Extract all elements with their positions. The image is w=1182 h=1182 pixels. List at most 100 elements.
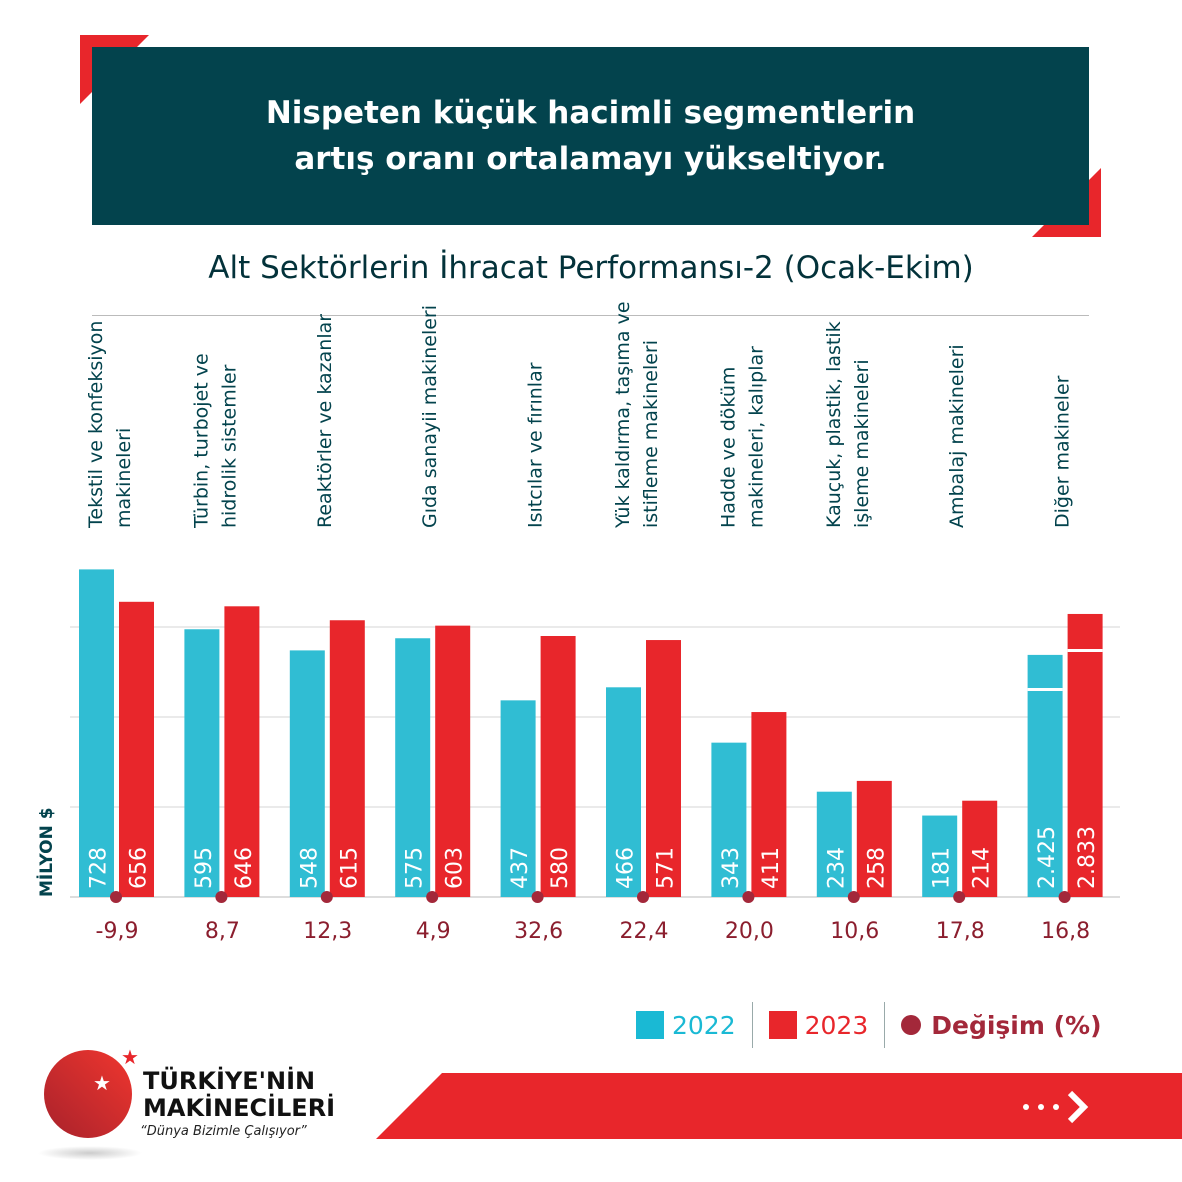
bar-2023 (646, 640, 681, 897)
logo-line2: MAKİNECİLERİ (143, 1094, 336, 1122)
axis-break (1027, 688, 1063, 691)
axis-break (1067, 649, 1103, 652)
bar-2023 (329, 620, 365, 897)
bar-2023 (856, 780, 892, 897)
change-dot (320, 891, 333, 903)
change-dot (110, 891, 122, 903)
bar-2022 (79, 569, 114, 897)
change-dot (637, 891, 649, 903)
bar-value-label: 571 (654, 847, 679, 889)
star-icon: ★ (121, 1045, 139, 1069)
bar-value-label: 615 (337, 847, 362, 889)
bar-2023 (962, 800, 998, 897)
category-label: makineleri, kalıplar (745, 346, 767, 528)
category-label: istifleme makineleri (640, 340, 662, 528)
category-label: Gıda sanayii makineleri (419, 305, 441, 528)
legend-separator (751, 1002, 753, 1048)
header-banner: Nispeten küçük hacimli segmentlerin artı… (92, 47, 1089, 225)
bar-value-label: 595 (192, 847, 217, 889)
logo-emblem: ★ ★ (38, 1045, 142, 1160)
change-label: 22,4 (620, 919, 669, 944)
bar-value-label: 646 (232, 847, 257, 889)
bar-value-label: 656 (127, 847, 152, 889)
legend-item-change: Değişim (%) (885, 1002, 1117, 1048)
legend-label-2022: 2022 (672, 1010, 736, 1040)
category-label: işleme makineleri (851, 359, 873, 528)
category-label: hidrolik sistemler (218, 364, 240, 528)
next-banner[interactable] (376, 1073, 1182, 1139)
logo-line1: TÜRKİYE'NİN (143, 1067, 316, 1095)
chart-title: Alt Sektörlerin İhracat Performansı-2 (O… (208, 250, 974, 286)
bar-2023 (119, 601, 154, 897)
bar-value-label: 575 (403, 847, 428, 889)
bar-value-label: 258 (864, 847, 889, 889)
bar-2022 (289, 650, 325, 897)
bar-2022 (816, 791, 852, 897)
change-label: 16,8 (1041, 919, 1090, 944)
bar-value-label: 214 (970, 847, 995, 889)
logo-slogan: “Dünya Bizimle Çalışıyor” (140, 1124, 307, 1139)
bar-value-label: 580 (548, 847, 573, 889)
bar-2022 (395, 638, 431, 897)
category-label: Türbin, turbojet ve (190, 353, 212, 529)
bar-value-label: 343 (719, 847, 744, 889)
header-title-line2: artış oranı ortalamayı yükseltiyor. (294, 141, 887, 177)
bar-value-label: 411 (759, 847, 784, 889)
change-label: 8,7 (205, 919, 240, 944)
change-label: 10,6 (830, 919, 879, 944)
category-label: Yük kaldırma, taşıma ve (612, 301, 634, 529)
category-label: Hadde ve döküm (717, 367, 739, 528)
legend-item-2022: 2022 (620, 1002, 752, 1048)
change-label: 4,9 (416, 919, 451, 944)
change-dot (953, 891, 966, 903)
category-label: Diğer makineler (1052, 375, 1074, 528)
bar-2023 (1067, 613, 1103, 897)
bar-2023 (751, 712, 787, 897)
change-dot (215, 891, 228, 903)
bar-2022 (184, 629, 220, 897)
bar-value-label: 2.833 (1075, 826, 1100, 889)
logo-text: TÜRKİYE'NİN MAKİNECİLERİ (143, 1068, 335, 1122)
bar-value-label: 548 (297, 847, 322, 889)
change-label: 20,0 (725, 919, 774, 944)
bar-chart: MİLYON $ Tekstil ve konfeksiyon makineleri… (35, 301, 1120, 944)
change-label: 32,6 (514, 919, 563, 944)
bar-2022 (711, 742, 747, 897)
bar-2022 (500, 700, 536, 897)
bar-value-label: 437 (508, 847, 533, 889)
legend-swatch-2022 (636, 1011, 664, 1039)
bar-2023 (224, 606, 260, 897)
change-dot (531, 891, 544, 903)
bar-2022 (1027, 654, 1063, 897)
bar-value-label: 234 (824, 847, 849, 889)
legend-item-2023: 2023 (753, 1002, 885, 1048)
legend-label-2023: 2023 (804, 1010, 869, 1040)
change-dot (847, 891, 860, 903)
bar-2022 (606, 687, 641, 897)
bar-value-label: 728 (87, 847, 112, 889)
change-dot (742, 891, 755, 903)
change-label: 12,3 (303, 919, 352, 944)
bar-value-label: 466 (614, 847, 639, 889)
category-label: Reaktörler ve kazanlar (314, 314, 336, 528)
legend: 2022 2023 Değişim (%) (620, 1002, 1118, 1048)
legend-separator (884, 1002, 886, 1048)
bar-2022 (922, 815, 958, 897)
bar-value-label: 2.425 (1035, 826, 1060, 889)
category-label: Isıtcılar ve fırınlar (525, 362, 547, 528)
category-label: Kauçuk, plastik, lastik (823, 321, 845, 528)
legend-dot-change (901, 1015, 922, 1035)
bar-value-label: 181 (930, 847, 955, 889)
bar-2023 (540, 636, 576, 897)
legend-label-change: Değişim (%) (931, 1010, 1102, 1040)
category-label: makineleri (113, 428, 135, 528)
title-divider (92, 315, 1089, 316)
change-dot (1058, 891, 1071, 903)
star-icon: ★ (93, 1071, 111, 1095)
change-dot (426, 891, 439, 903)
change-label: 17,8 (936, 919, 985, 944)
y-axis-label: MİLYON $ (35, 807, 57, 897)
legend-swatch-2023 (768, 1011, 797, 1039)
next-arrow-icon[interactable] (1023, 1090, 1089, 1124)
bar-value-label: 603 (443, 847, 468, 889)
